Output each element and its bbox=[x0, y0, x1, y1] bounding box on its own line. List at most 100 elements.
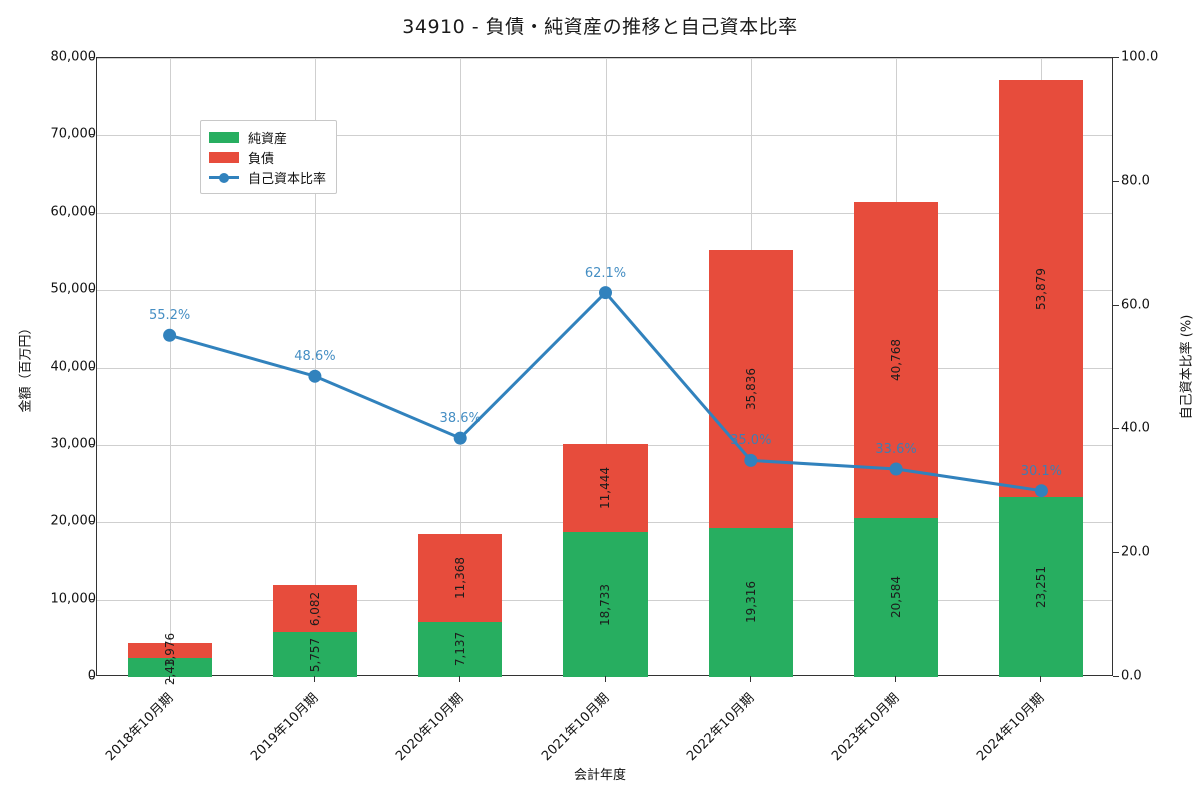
y-axis-left-tick-label: 50,000 bbox=[50, 281, 97, 297]
y-axis-left-tick-mark bbox=[89, 134, 95, 136]
ratio-point-label: 55.2% bbox=[148, 308, 191, 324]
legend-label: 自己資本比率 bbox=[248, 171, 327, 187]
y-axis-right-title: 自己資本比率 (%) bbox=[1179, 314, 1195, 419]
y-axis-left-tick-mark bbox=[89, 211, 95, 213]
x-axis-tick-label: 2022年10月期 bbox=[683, 690, 758, 765]
gridline-horizontal bbox=[97, 58, 1112, 59]
plot-area: 2,438 1,976 5,757 6,082 7,137 11,368 18,733 11,… bbox=[96, 57, 1113, 685]
y-axis-left-tick-label: 10,000 bbox=[50, 591, 97, 607]
x-axis-tick-label: 2020年10月期 bbox=[393, 690, 467, 765]
legend-swatch-icon bbox=[209, 151, 239, 163]
x-axis-title: 会計年度 bbox=[573, 768, 626, 783]
y-axis-right-title-wrap: 自己資本比率 (%) bbox=[1180, 57, 1195, 676]
ratio-point-label: 38.6% bbox=[439, 411, 481, 427]
y-axis-right-tick-mark bbox=[1113, 57, 1119, 58]
y-axis-right-tick-mark bbox=[1113, 676, 1119, 677]
x-axis-tick-label: 2018年10月期 bbox=[102, 690, 177, 765]
bar-segment-net-assets[interactable]: 19,316 bbox=[708, 527, 793, 677]
x-axis-tick-label: 2024年10月期 bbox=[974, 690, 1048, 765]
ratio-point-marker[interactable] bbox=[453, 431, 467, 445]
bar-group[interactable]: 5,757 6,082 bbox=[272, 58, 358, 677]
bar-segment-net-assets[interactable]: 2,438 bbox=[127, 650, 212, 685]
gridline-vertical bbox=[170, 58, 171, 675]
x-axis-tick-label: 2023年10月期 bbox=[829, 690, 903, 765]
y-axis-left-tick-label: 80,000 bbox=[50, 49, 97, 65]
ratio-point-marker[interactable] bbox=[889, 462, 903, 476]
x-axis-tick-label: 2019年10月期 bbox=[248, 690, 322, 765]
x-axis-tick-mark bbox=[895, 676, 896, 682]
y-axis-right-tick-label: 40.0 bbox=[1121, 420, 1150, 436]
bar-segment-net-assets[interactable]: 23,251 bbox=[999, 497, 1084, 677]
legend-label: 純資産 bbox=[248, 131, 288, 147]
x-axis-tick-label: 2021年10月期 bbox=[538, 690, 612, 765]
legend-swatch-icon bbox=[209, 131, 239, 143]
y-axis-left-tick-label: 20,000 bbox=[50, 513, 97, 529]
y-axis-left-tick-label: 0 bbox=[87, 668, 96, 684]
x-axis-tick-mark bbox=[169, 676, 170, 682]
legend-item[interactable]: 純資産 bbox=[209, 127, 326, 147]
ratio-point-label: 48.6% bbox=[294, 349, 336, 365]
y-axis-left-tick-label: 70,000 bbox=[50, 126, 97, 142]
bar-segment-net-assets[interactable]: 20,584 bbox=[853, 517, 939, 677]
y-axis-left-tick-mark bbox=[89, 57, 95, 58]
legend-line-marker-icon bbox=[209, 172, 239, 183]
bar-group[interactable]: 20,584 40,768 bbox=[853, 58, 939, 677]
bar-segment-net-assets[interactable]: 5,757 bbox=[272, 632, 358, 677]
y-axis-right-tick-label: 0.0 bbox=[1121, 668, 1142, 684]
y-axis-left-tick-mark bbox=[89, 289, 95, 291]
bar-segment-net-assets[interactable]: 7,137 bbox=[418, 621, 503, 677]
gridline-horizontal bbox=[97, 212, 1112, 214]
y-axis-left-tick-mark bbox=[89, 676, 95, 677]
y-axis-right-tick-label: 80.0 bbox=[1121, 173, 1150, 189]
bar-group[interactable]: 19,316 35,836 bbox=[708, 58, 793, 677]
chart-legend: 純資産負債自己資本比率 bbox=[200, 120, 338, 194]
gridline-vertical bbox=[315, 58, 316, 675]
legend-item[interactable]: 負債 bbox=[209, 147, 326, 167]
y-axis-left-tick-mark bbox=[89, 598, 95, 600]
x-axis-tick-mark bbox=[750, 676, 751, 682]
gridline-horizontal bbox=[97, 367, 1112, 369]
ratio-point-marker[interactable] bbox=[599, 286, 612, 300]
x-axis-tick-mark bbox=[1040, 676, 1041, 682]
y-axis-left-tick-label: 30,000 bbox=[50, 436, 97, 452]
bar-segment-liabilities[interactable]: 6,082 bbox=[272, 585, 358, 633]
gridline-horizontal bbox=[97, 135, 1112, 137]
bar-group[interactable]: 23,251 53,879 bbox=[999, 58, 1084, 677]
x-axis-tick-mark bbox=[459, 676, 460, 682]
ratio-point-marker[interactable] bbox=[1034, 484, 1048, 498]
bar-segment-liabilities[interactable]: 53,879 bbox=[999, 80, 1084, 498]
y-axis-right-tick-mark bbox=[1113, 180, 1119, 182]
y-axis-right-tick-label: 60.0 bbox=[1121, 297, 1150, 313]
ratio-point-marker[interactable] bbox=[163, 328, 177, 342]
bar-segment-net-assets[interactable]: 18,733 bbox=[563, 532, 648, 677]
y-axis-left-tick-label: 60,000 bbox=[50, 204, 97, 220]
ratio-point-marker[interactable] bbox=[308, 369, 322, 383]
ratio-point-label: 30.1% bbox=[1020, 463, 1062, 479]
bar-group[interactable]: 2,438 1,976 bbox=[127, 58, 212, 685]
legend-label: 負債 bbox=[248, 151, 275, 167]
chart-title: 34910 - 負債・純資産の推移と自己資本比率 bbox=[402, 16, 798, 38]
ratio-point-marker[interactable] bbox=[744, 453, 758, 467]
bar-group[interactable]: 7,137 11,368 bbox=[418, 58, 503, 677]
x-axis-tick-mark bbox=[605, 676, 606, 682]
y-axis-right-tick-label: 20.0 bbox=[1121, 544, 1150, 560]
x-axis-tick-mark bbox=[314, 676, 315, 682]
y-axis-right-tick-mark bbox=[1113, 304, 1119, 306]
bar-group[interactable]: 18,733 11,444 bbox=[563, 58, 648, 677]
ratio-point-label: 62.1% bbox=[584, 265, 627, 281]
y-axis-right-tick-mark bbox=[1113, 428, 1119, 430]
bar-segment-liabilities[interactable]: 35,836 bbox=[708, 250, 793, 528]
bar-segment-liabilities[interactable]: 1,976 bbox=[127, 633, 212, 668]
ratio-line bbox=[168, 291, 1043, 493]
bar-segment-liabilities[interactable]: 11,368 bbox=[418, 533, 503, 622]
y-axis-left-tick-label: 40,000 bbox=[50, 359, 97, 374]
bar-segment-liabilities[interactable]: 11,444 bbox=[563, 443, 648, 533]
legend-item[interactable]: 自己資本比率 bbox=[209, 167, 326, 187]
ratio-point-label: 35.0% bbox=[730, 433, 772, 449]
ratio-line-svg bbox=[163, 286, 1048, 498]
y-axis-right-tick-mark bbox=[1113, 552, 1119, 554]
gridline-vertical bbox=[460, 58, 461, 675]
ratio-point-label: 33.6% bbox=[875, 442, 917, 458]
y-axis-left-tick-mark bbox=[89, 366, 95, 368]
